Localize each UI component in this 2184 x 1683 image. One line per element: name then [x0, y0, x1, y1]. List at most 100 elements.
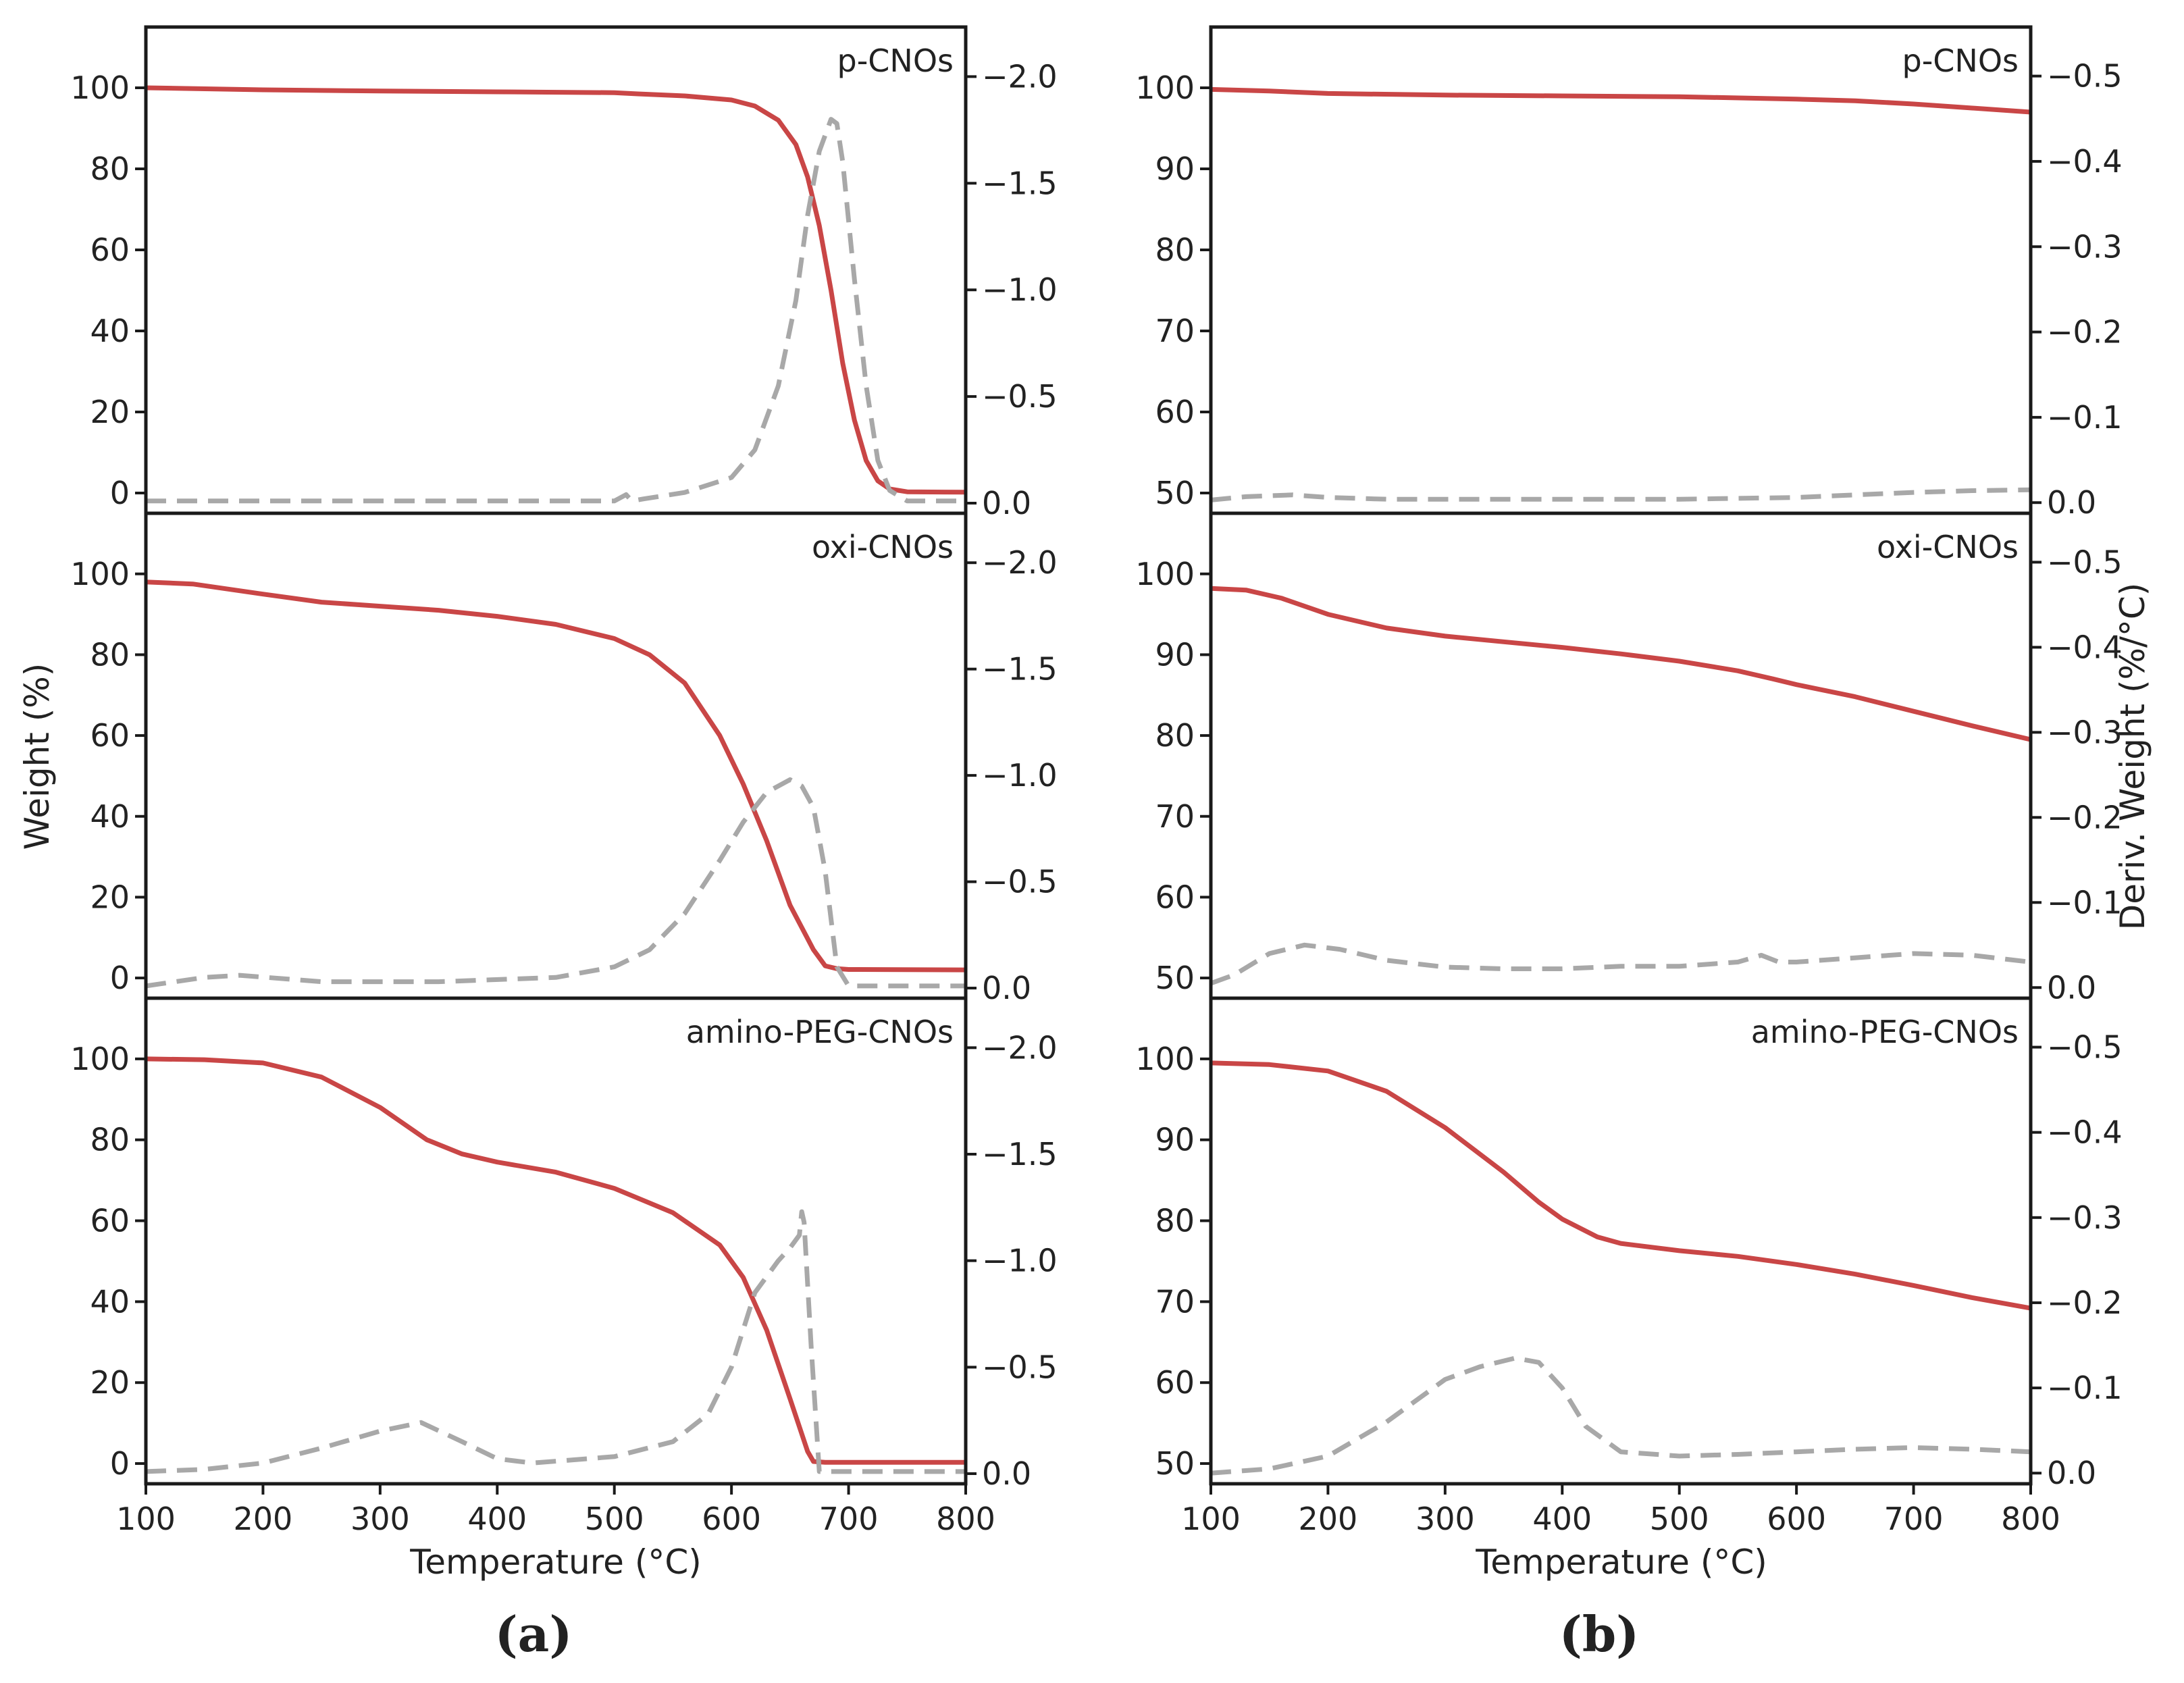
- y-tick-label: 0: [110, 960, 130, 996]
- y2-tick-label: −0.2: [2047, 799, 2123, 835]
- y-tick-label: 100: [70, 556, 130, 592]
- y2-tick-label: −0.3: [2047, 714, 2123, 750]
- y2-tick-label: −0.2: [2047, 1285, 2123, 1321]
- y2-tick-label: −0.4: [2047, 143, 2123, 180]
- weight-line: [146, 1056, 966, 1465]
- y-tick-label: 90: [1155, 1122, 1195, 1158]
- y2-tick-label: −0.1: [2047, 399, 2123, 436]
- subfigure-label-a: (a): [495, 1605, 573, 1663]
- x-tick-label: 200: [234, 1501, 293, 1537]
- y-tick-label: 20: [90, 394, 130, 430]
- y-tick-label: 70: [1155, 798, 1195, 835]
- chart-panel-a-1: oxi-CNOs 0 20 40 60 80 100 0.0 −0.5 −1.0 −1.5 −2.0: [70, 511, 1058, 1006]
- panel-title: oxi-CNOs: [812, 529, 954, 565]
- y-tick-label: 40: [90, 798, 130, 835]
- x-tick-label: 800: [936, 1501, 995, 1537]
- y2-tick-label: −0.5: [982, 378, 1058, 415]
- y-tick-label: 80: [1155, 232, 1195, 268]
- panel-frame: [144, 25, 968, 515]
- y2-tick-label: −0.5: [2047, 544, 2123, 580]
- x-tick-label: 800: [2001, 1501, 2060, 1537]
- y2-tick-label: 0.0: [982, 485, 1031, 521]
- panel-title: p-CNOs: [837, 43, 954, 79]
- y-tick-label: 60: [1155, 394, 1195, 430]
- x-tick-label: 100: [1181, 1501, 1241, 1537]
- panel-frame: [144, 511, 968, 1000]
- y2-tick-label: −0.5: [982, 864, 1058, 900]
- y2-tick-label: −0.3: [2047, 228, 2123, 265]
- y2-tick-label: −0.4: [2047, 629, 2123, 665]
- panel-title: p-CNOs: [1902, 43, 2019, 79]
- chart-panel-a-0: p-CNOs 0 20 40 60 80 100 0.0 −0.5 −1.0 −1.5 −2.0: [70, 25, 1058, 521]
- y-axis-label-right: Deriv. Weight (%/°C): [2113, 583, 2152, 931]
- y-tick-label: 80: [90, 636, 130, 673]
- y-tick-label: 50: [1155, 475, 1195, 511]
- deriv-weight-line: [1211, 487, 2031, 502]
- y-tick-label: 60: [90, 232, 130, 268]
- weight-line: [146, 579, 966, 973]
- y2-tick-label: −0.4: [2047, 1114, 2123, 1151]
- y-tick-label: 100: [1135, 1041, 1195, 1077]
- weight-line: [1211, 1060, 2031, 1311]
- y2-tick-label: −0.3: [2047, 1199, 2123, 1236]
- y-tick-label: 80: [1155, 1203, 1195, 1239]
- x-tick-label: 600: [702, 1501, 761, 1537]
- y2-tick-label: −1.0: [982, 757, 1058, 794]
- y2-tick-label: −1.5: [982, 165, 1058, 201]
- x-tick-label: 300: [1415, 1501, 1475, 1537]
- chart-panel-a-2: amino-PEG-CNOs 0 20 40 60 80 100 0.0 −0.5 −1.0 −1.…: [70, 996, 1058, 1537]
- y-tick-label: 40: [90, 313, 130, 349]
- y2-tick-label: −2.0: [982, 58, 1058, 95]
- y2-tick-label: −1.0: [982, 271, 1058, 308]
- panels: p-CNOs0204060801000.0−0.5−1.0−1.5−2.0oxi…: [70, 25, 2123, 1537]
- y-tick-label: 60: [1155, 1364, 1195, 1401]
- y-tick-label: 80: [90, 1122, 130, 1158]
- y-tick-label: 60: [90, 1203, 130, 1239]
- y-tick-label: 80: [1155, 717, 1195, 754]
- y-tick-label: 100: [1135, 556, 1195, 592]
- y2-tick-label: 0.0: [2047, 484, 2096, 521]
- deriv-weight-line: [146, 117, 966, 504]
- deriv-weight-line: [1211, 942, 2031, 986]
- panel-frame: [1209, 996, 2033, 1486]
- y2-tick-label: −0.5: [2047, 1029, 2123, 1066]
- y2-tick-label: −2.0: [982, 1029, 1058, 1066]
- x-tick-label: 400: [1532, 1501, 1592, 1537]
- y-tick-label: 100: [70, 70, 130, 106]
- x-axis-label-b: Temperature (°C): [1475, 1543, 1767, 1582]
- y2-tick-label: −1.0: [982, 1243, 1058, 1279]
- x-tick-label: 700: [1884, 1501, 1944, 1537]
- y-axis-label-left: Weight (%): [18, 663, 57, 850]
- weight-line: [1211, 86, 2031, 115]
- y2-tick-label: −2.0: [982, 544, 1058, 581]
- weight-line: [1211, 586, 2031, 742]
- y2-tick-label: −0.5: [982, 1349, 1058, 1385]
- x-tick-label: 500: [585, 1501, 644, 1537]
- subfigure-label-b: (b): [1559, 1605, 1639, 1663]
- chart-panel-b-1: oxi-CNOs 50 60 70 80 90 100 0.0 −0.1 −0.2 −0.3 −0.4…: [1135, 511, 2123, 1006]
- y2-tick-label: 0.0: [982, 1455, 1031, 1492]
- weight-line: [146, 85, 966, 495]
- x-tick-label: 700: [819, 1501, 879, 1537]
- chart-panel-b-2: amino-PEG-CNOs 50 60 70 80 90 100 0.0 −0.1 −0.2 −0…: [1135, 996, 2123, 1537]
- deriv-weight-line: [1211, 1355, 2031, 1476]
- y-tick-label: 20: [90, 879, 130, 915]
- y-tick-label: 60: [90, 717, 130, 754]
- y-tick-label: 70: [1155, 313, 1195, 349]
- y-tick-label: 0: [110, 1445, 130, 1482]
- y2-tick-label: −0.2: [2047, 314, 2123, 351]
- deriv-weight-line: [146, 1209, 966, 1474]
- y2-tick-label: −1.5: [982, 651, 1058, 688]
- y-tick-label: 40: [90, 1283, 130, 1320]
- y-tick-label: 70: [1155, 1283, 1195, 1320]
- x-tick-label: 200: [1299, 1501, 1358, 1537]
- y-tick-label: 80: [90, 151, 130, 187]
- y-tick-label: 90: [1155, 636, 1195, 673]
- x-tick-label: 300: [350, 1501, 410, 1537]
- y-tick-label: 100: [1135, 70, 1195, 106]
- y2-tick-label: 0.0: [982, 970, 1031, 1006]
- y2-tick-label: 0.0: [2047, 1455, 2096, 1491]
- x-tick-label: 500: [1650, 1501, 1709, 1537]
- y-tick-label: 0: [110, 475, 130, 511]
- y-tick-label: 20: [90, 1364, 130, 1401]
